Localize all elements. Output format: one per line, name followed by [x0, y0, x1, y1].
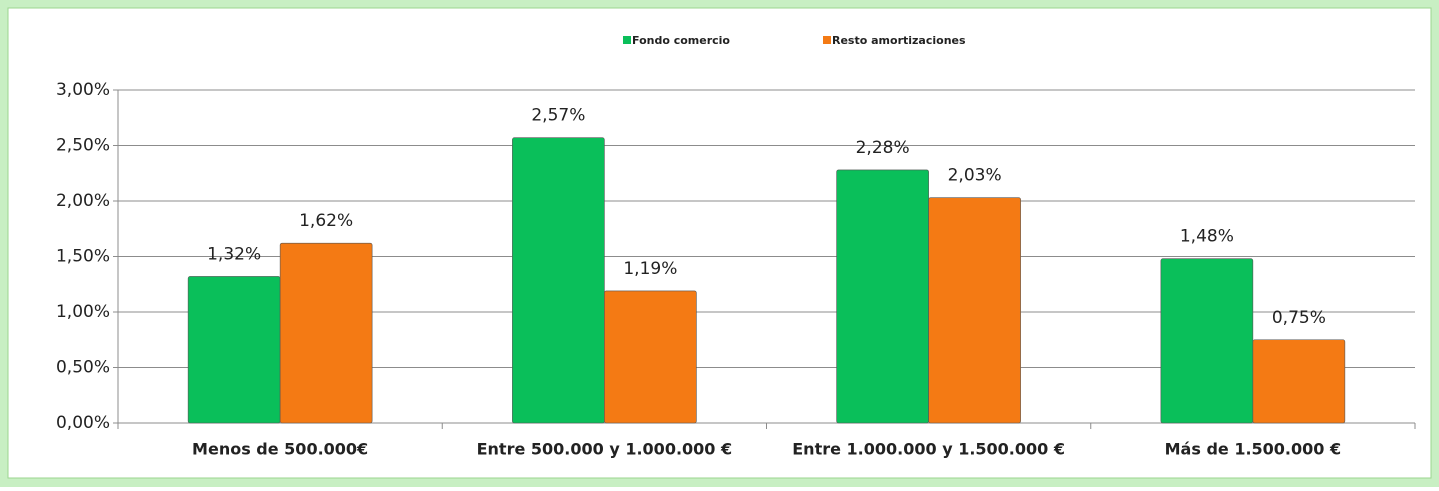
bar — [928, 197, 1021, 424]
value-label: 2,57% — [531, 106, 585, 126]
value-label: 2,03% — [948, 166, 1002, 186]
y-tick-label: 2,00% — [56, 191, 110, 211]
value-label: 1,62% — [299, 211, 353, 231]
legend-swatch — [623, 36, 631, 44]
bar — [1252, 339, 1346, 424]
bar — [279, 242, 373, 424]
bar — [1160, 258, 1254, 424]
bar — [604, 290, 697, 424]
value-label: 2,28% — [856, 138, 910, 158]
bar — [836, 169, 929, 424]
bar — [512, 137, 605, 424]
value-label: 1,19% — [623, 259, 677, 279]
x-tick-label: Entre 500.000 y 1.000.000 € — [477, 440, 733, 459]
x-tick-label: Más de 1.500.000 € — [1165, 440, 1341, 459]
y-tick-label: 3,00% — [56, 80, 110, 100]
legend-label: Resto amortizaciones — [832, 34, 966, 47]
x-tick-label: Menos de 500.000€ — [192, 440, 368, 459]
y-tick-label: 2,50% — [56, 136, 110, 156]
legend-label: Fondo comercio — [632, 34, 730, 47]
y-tick-label: 0,00% — [56, 413, 110, 433]
value-label: 0,75% — [1272, 308, 1326, 328]
y-tick-label: 1,00% — [56, 302, 110, 322]
bar — [187, 276, 281, 424]
y-tick-label: 0,50% — [56, 358, 110, 378]
y-tick-label: 1,50% — [56, 247, 110, 267]
legend-swatch — [823, 36, 831, 44]
x-tick-label: Entre 1.000.000 y 1.500.000 € — [792, 440, 1065, 459]
value-label: 1,32% — [207, 244, 261, 264]
value-label: 1,48% — [1180, 227, 1234, 247]
